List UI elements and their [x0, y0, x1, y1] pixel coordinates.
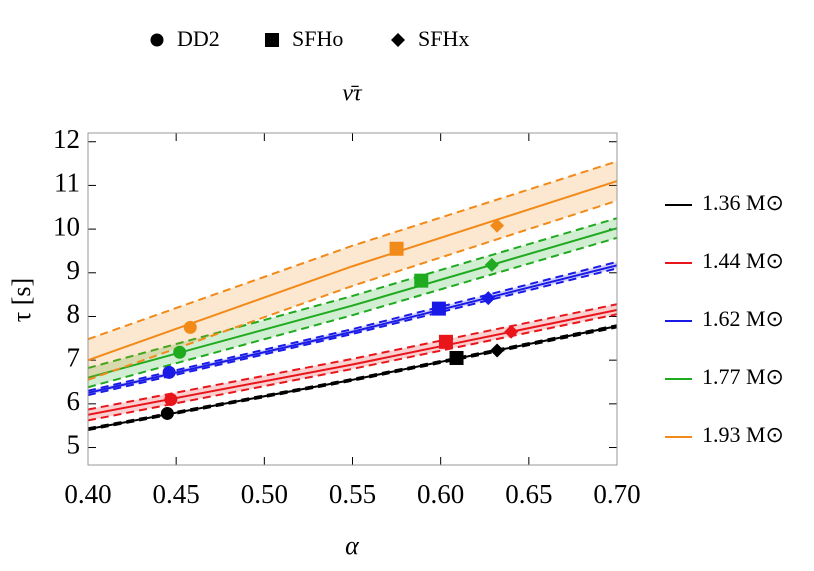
bound-line	[88, 313, 617, 422]
y-tick-label: 7	[67, 342, 81, 372]
fit-line	[88, 325, 617, 431]
fit-line	[88, 180, 617, 362]
legend-label: 1.36 M⊙	[702, 190, 784, 215]
data-point	[431, 301, 446, 316]
x-axis-label: α	[345, 531, 360, 560]
legend-label: SFHo	[292, 26, 343, 51]
data-point	[481, 291, 496, 306]
y-tick-label: 8	[67, 299, 81, 329]
data-point	[173, 345, 187, 359]
legend-label: 1.77 M⊙	[702, 364, 784, 389]
confidence-band	[88, 304, 617, 421]
x-tick-label: 0.60	[417, 479, 464, 509]
x-tick-label: 0.70	[593, 479, 640, 509]
data-point	[484, 257, 499, 272]
legend-marker	[150, 33, 164, 47]
bound-line	[88, 236, 617, 389]
y-axis-label: τ [s]	[7, 278, 36, 322]
data-point	[162, 365, 176, 379]
confidence-band	[88, 161, 617, 380]
data-point	[164, 392, 178, 406]
bound-line	[88, 160, 617, 341]
y-tick-label: 12	[53, 124, 80, 154]
x-tick-label: 0.55	[329, 479, 376, 509]
legend-label: SFHx	[418, 26, 469, 51]
bound-line	[88, 326, 617, 432]
bound-line	[88, 217, 617, 369]
chart-title: ν̄τ	[342, 81, 363, 107]
data-point	[414, 273, 429, 288]
x-tick-label: 0.50	[241, 479, 288, 509]
data-point	[449, 350, 464, 365]
legend-marker	[391, 33, 405, 47]
y-tick-label: 11	[54, 168, 80, 198]
x-tick-label: 0.45	[153, 479, 200, 509]
legend-label: 1.93 M⊙	[702, 422, 784, 447]
y-tick-label: 5	[67, 430, 81, 460]
data-point	[490, 343, 505, 358]
legend-marker	[265, 33, 279, 47]
x-tick-label: 0.40	[64, 479, 111, 509]
plot-frame	[87, 132, 618, 466]
y-tick-label: 9	[67, 255, 81, 285]
data-point	[504, 324, 519, 339]
data-point	[183, 320, 197, 334]
fit-line	[88, 264, 617, 394]
legend-label: 1.62 M⊙	[702, 306, 784, 331]
data-point	[160, 406, 174, 420]
legend-label: 1.44 M⊙	[702, 248, 784, 273]
bound-line	[88, 303, 617, 411]
confidence-band	[88, 218, 617, 388]
data-point	[490, 218, 505, 233]
y-tick-label: 10	[53, 211, 80, 241]
legend-label: DD2	[177, 26, 220, 51]
x-tick-label: 0.65	[505, 479, 552, 509]
data-point	[438, 334, 453, 349]
y-tick-label: 6	[67, 386, 81, 416]
data-point	[389, 241, 404, 256]
